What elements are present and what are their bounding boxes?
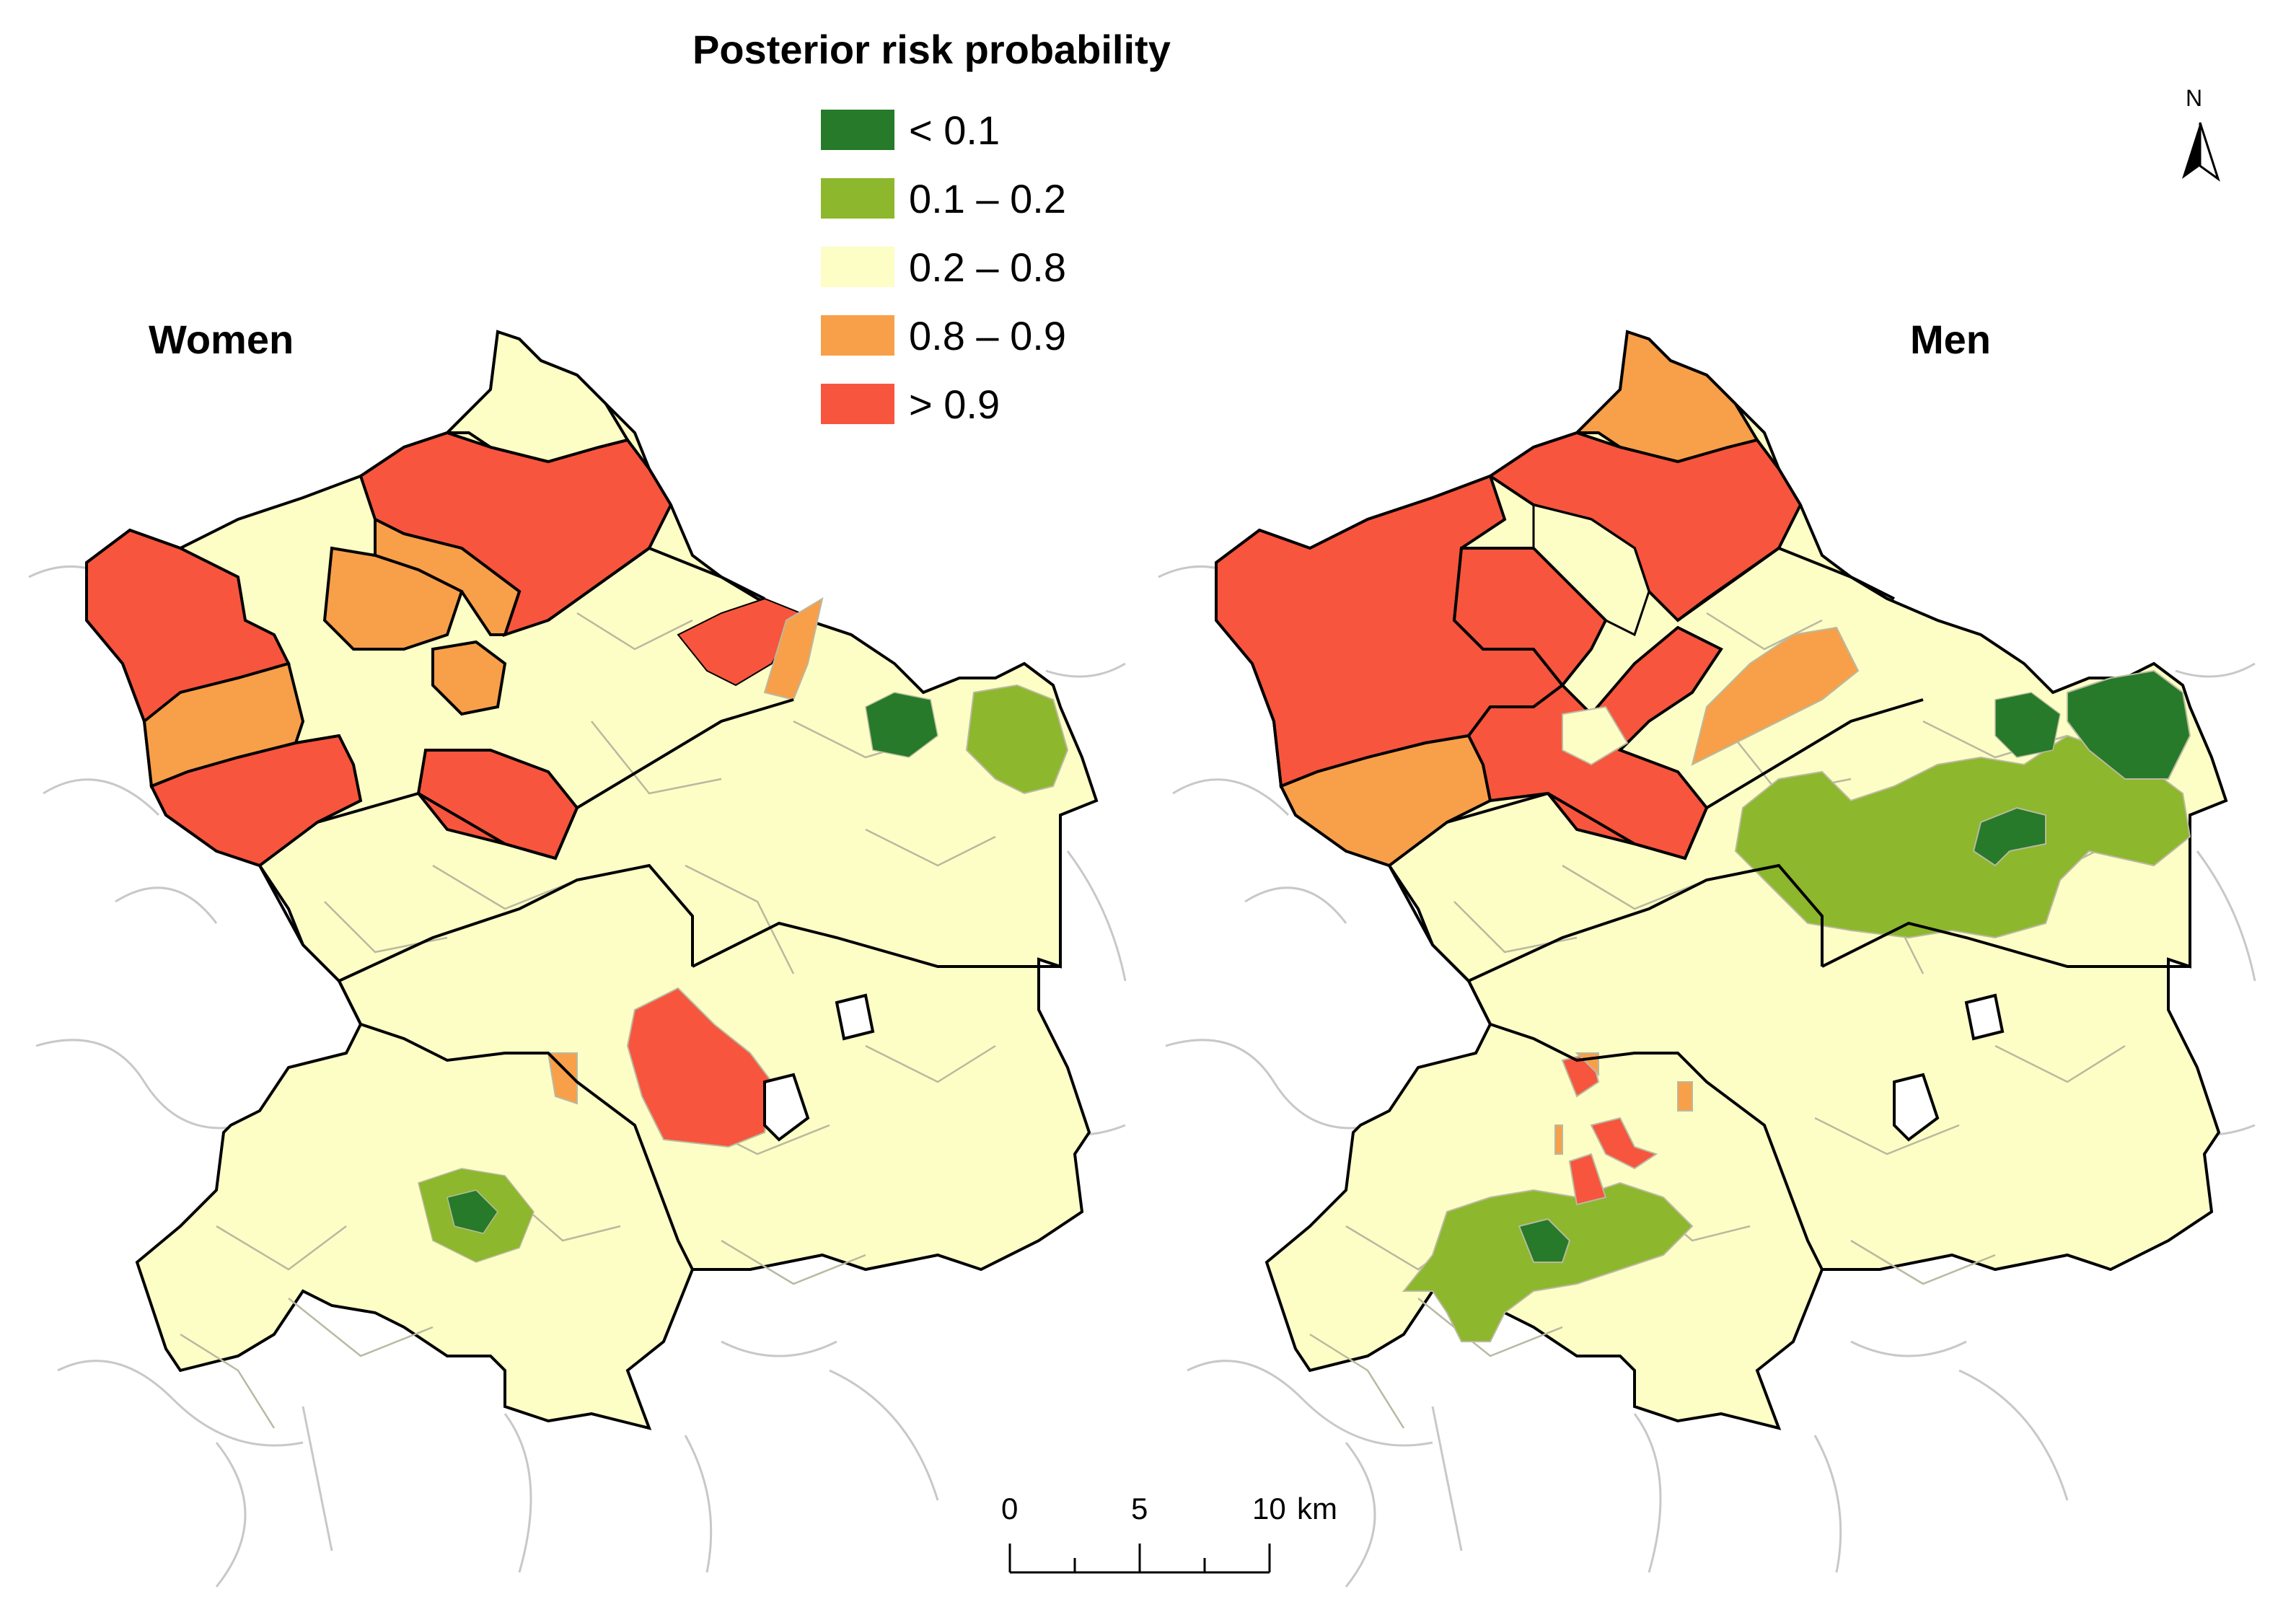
men-region-center-yellow (1562, 705, 1629, 766)
scale-label-10: 10 (1252, 1492, 1286, 1526)
legend-item: > 0.9 (821, 381, 1000, 427)
legend-label: 0.1 – 0.2 (909, 175, 1066, 221)
scale-bar (1008, 1544, 1271, 1574)
women-region-e-green (965, 684, 1069, 795)
men-region-se-red-3 (1568, 1153, 1607, 1206)
men-map (1157, 330, 2256, 1588)
men-region-e-orange (1691, 626, 1860, 766)
men-region-se-red-2 (1590, 1117, 1658, 1170)
women-map (27, 330, 1127, 1588)
women-region-city-orange (322, 546, 464, 651)
legend-swatch (821, 178, 894, 219)
legend-swatch (821, 247, 894, 287)
scale-label-0: 0 (1001, 1492, 1019, 1526)
women-region-se-red (626, 987, 773, 1148)
legend-label: < 0.1 (909, 107, 1000, 153)
panel-title-men: Men (1910, 317, 1991, 362)
legend-swatch (821, 110, 894, 150)
men-region-e-darkgreen-small (1972, 806, 2046, 867)
legend-item: < 0.1 (821, 107, 1000, 153)
men-region-se-orange-2 (1677, 1081, 1693, 1111)
scale-label-5: 5 (1131, 1492, 1148, 1526)
legend-label: > 0.9 (909, 381, 1000, 427)
women-region-e-orange (763, 597, 824, 701)
men-region-small-orange (1554, 1124, 1563, 1155)
legend-item: 0.8 – 0.9 (821, 312, 1066, 358)
women-region-sw-red (149, 734, 363, 868)
north-arrow-icon (2182, 122, 2220, 182)
women-region-se-orange (547, 1052, 578, 1105)
men-region-city-red (1452, 547, 1608, 688)
men-region-ne-darkgreen (2067, 669, 2191, 780)
women-region-e-darkgreen (865, 692, 938, 758)
men-region-city-darkgreen (1994, 692, 2061, 758)
legend-swatch (821, 384, 894, 424)
women-region-top-yellow (444, 330, 630, 464)
women-region-center-orange (431, 640, 507, 716)
legend-title: Posterior risk probability (692, 27, 1171, 72)
legend-swatch (821, 315, 894, 356)
men-region-e-green-large (1734, 734, 2191, 939)
legend-item: 0.1 – 0.2 (821, 175, 1066, 221)
legend-label: 0.2 – 0.8 (909, 244, 1066, 290)
women-region-s-darkgreen (447, 1189, 498, 1234)
legend-label: 0.8 – 0.9 (909, 312, 1066, 358)
scale-unit: km (1297, 1492, 1337, 1526)
legend-item: 0.2 – 0.8 (821, 244, 1066, 290)
panel-title-women: Women (149, 317, 294, 362)
north-letter: N (2186, 85, 2203, 111)
men-region-s-darkgreen (1518, 1218, 1571, 1263)
